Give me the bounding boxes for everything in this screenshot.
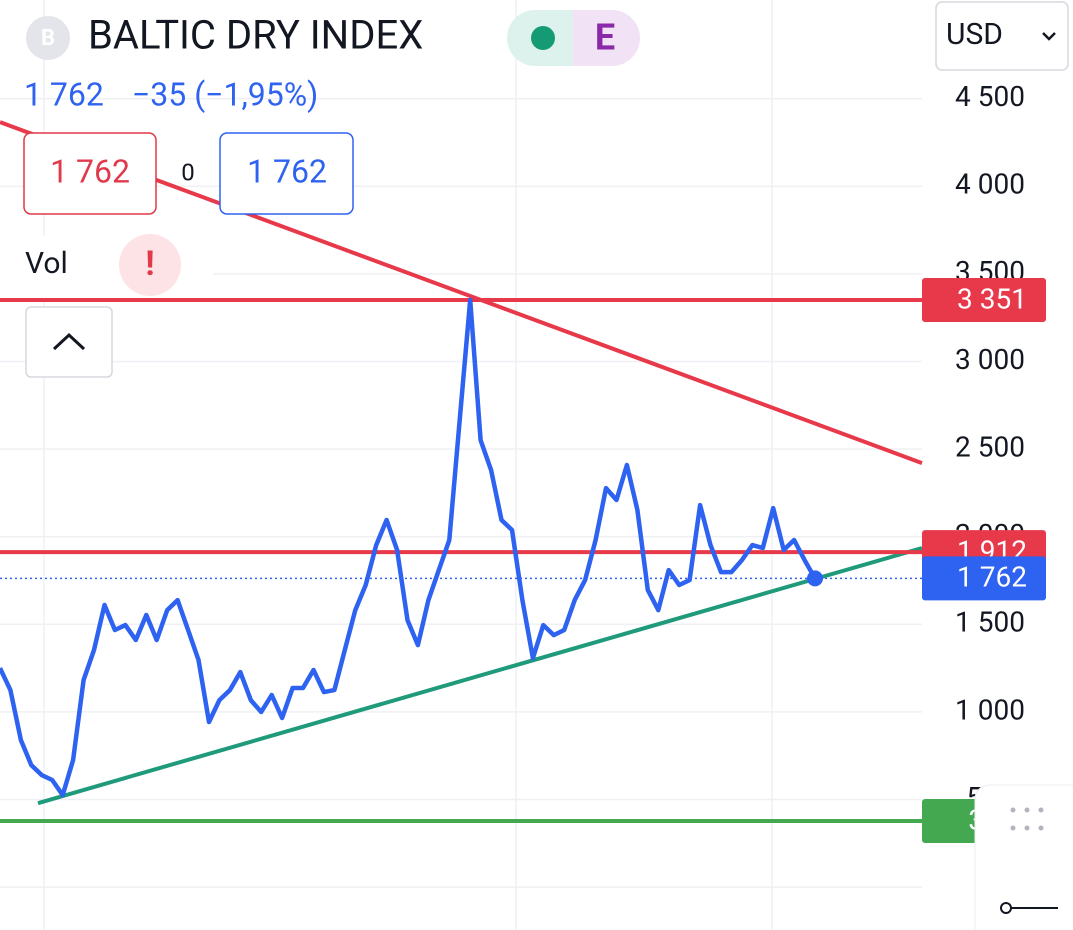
spread: 0: [181, 158, 195, 186]
bid: 1 762: [50, 152, 130, 190]
drawing-toolbar[interactable]: [974, 784, 1073, 930]
price-label: [922, 277, 1046, 322]
logo-letter: B: [41, 26, 55, 51]
warning-icon[interactable]: [119, 234, 181, 296]
buy-button[interactable]: [219, 132, 354, 215]
warning: !: [145, 244, 154, 284]
y-tick-label: 4 500: [955, 80, 1025, 113]
sell-button[interactable]: [23, 132, 157, 215]
market-status-dot: [531, 26, 555, 50]
currency: USD: [946, 17, 1003, 52]
exchange-badge: E: [595, 17, 615, 59]
collapse-button[interactable]: [25, 306, 113, 378]
last-price: 1 762: [24, 75, 104, 113]
logo: [26, 16, 70, 60]
last-point: [807, 570, 823, 587]
price-label-text: 1 762: [957, 561, 1027, 594]
price-line: [0, 297, 817, 798]
trendline-tool[interactable]: [1000, 902, 1012, 914]
y-tick-label: 3 000: [955, 343, 1025, 376]
y-tick-label: 4 000: [955, 168, 1025, 201]
drag-handle: [1010, 807, 1044, 831]
price-change: −35 (−1,95%): [132, 75, 318, 113]
currency-select[interactable]: [935, 1, 1069, 71]
chevron: [1042, 32, 1056, 41]
volume-label: Vol: [25, 246, 68, 281]
price-label: [922, 556, 1046, 601]
symbol-title: BALTIC DRY INDEX: [88, 12, 423, 59]
ask: 1 762: [247, 152, 327, 190]
y-tick-label: 2 500: [955, 430, 1025, 463]
trend-line: [37, 546, 923, 806]
exchange-pill[interactable]: [573, 10, 640, 66]
y-tick-label: 1 000: [955, 693, 1025, 726]
collapse-icon: [52, 332, 86, 351]
y-tick-label: 1 500: [955, 606, 1025, 639]
price-label-text: 3 351: [957, 282, 1027, 315]
